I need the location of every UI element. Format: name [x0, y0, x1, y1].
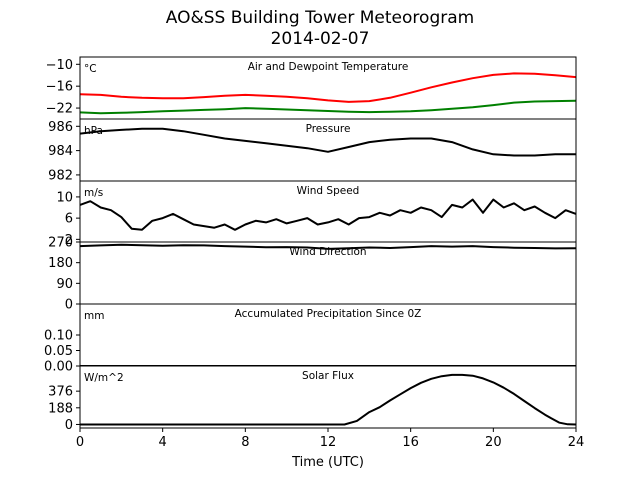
x-tick-label: 20 — [485, 435, 502, 450]
y-tick-label: 0 — [65, 298, 73, 313]
panel-unit-label: mm — [84, 310, 104, 322]
panel-unit-label: hPa — [84, 125, 103, 137]
series-line-1 — [80, 243, 576, 250]
panel-title: Wind Direction — [289, 246, 366, 258]
panel-title: Wind Speed — [297, 185, 360, 197]
series-line-1 — [80, 373, 576, 426]
x-tick-label: 16 — [402, 435, 419, 450]
y-tick-label: 376 — [48, 385, 73, 400]
panel-1: −22 −16 −10 Air and Dewpoint Temperature °C — [46, 56, 577, 120]
y-tick-label: 984 — [48, 144, 73, 159]
y-tick-label: 986 — [48, 120, 73, 135]
y-tick-label: 6 — [65, 212, 73, 227]
panel-4: 0 90 180 270 Wind Direction — [48, 236, 577, 313]
y-tick-label: 982 — [48, 168, 73, 183]
series-line-2 — [80, 99, 576, 115]
y-tick-label: 0.00 — [44, 360, 73, 375]
y-tick-label: 0 — [65, 418, 73, 433]
series-line-1 — [80, 198, 576, 231]
y-tick-label: −10 — [46, 58, 73, 73]
panel-title: Solar Flux — [302, 370, 354, 382]
y-tick-label: 270 — [48, 236, 73, 251]
panel-3: 2 6 10 Wind Speed m/s — [56, 180, 577, 248]
panel-unit-label: W/m^2 — [84, 372, 124, 384]
figure-title: AO&SS Building Tower Meteorogram — [165, 8, 475, 28]
y-tick-label: 10 — [56, 190, 73, 205]
y-tick-label: 188 — [48, 401, 73, 416]
panel-title: Accumulated Precipitation Since 0Z — [235, 308, 422, 320]
series-line-1 — [80, 127, 576, 157]
y-tick-label: −22 — [46, 102, 73, 117]
panel-title: Air and Dewpoint Temperature — [248, 61, 409, 73]
y-tick-label: −16 — [46, 80, 73, 95]
panel-title: Pressure — [306, 123, 351, 135]
y-tick-label: 2 — [65, 233, 73, 248]
y-tick-label: 90 — [56, 277, 73, 292]
y-tick-label: 0.10 — [44, 329, 73, 344]
panel-5: 0.000.050.10 Accumulated Precipitation Si… — [44, 303, 577, 375]
x-tick-label: 4 — [159, 435, 167, 450]
panel-unit-label: m/s — [84, 187, 103, 199]
x-tick-label: 24 — [568, 435, 585, 450]
figure-date: 2014-02-07 — [270, 29, 370, 49]
x-tick-label: 12 — [320, 435, 337, 450]
x-axis-label: Time (UTC) — [291, 455, 364, 470]
x-tick-label: 8 — [241, 435, 249, 450]
x-tick-label: 0 — [76, 435, 84, 450]
y-tick-label: 0.05 — [44, 344, 73, 359]
series-line-1 — [80, 72, 576, 103]
panel-2: 982 984 986 Pressure hPa — [48, 118, 577, 183]
y-tick-label: 180 — [48, 256, 73, 271]
panel-unit-label: °C — [84, 63, 97, 75]
